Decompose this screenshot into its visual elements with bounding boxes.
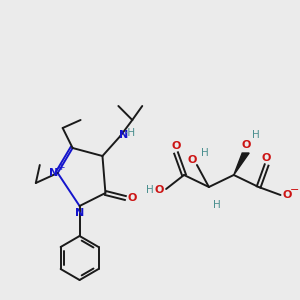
Text: O: O: [283, 190, 292, 200]
Text: H: H: [201, 148, 209, 158]
Text: O: O: [241, 140, 250, 150]
Text: O: O: [128, 193, 137, 203]
Text: O: O: [187, 155, 197, 165]
Text: N: N: [49, 168, 58, 178]
Text: H: H: [146, 185, 154, 195]
Text: O: O: [262, 153, 271, 163]
Text: N: N: [75, 208, 84, 218]
Text: N: N: [119, 130, 128, 140]
Text: −: −: [290, 185, 299, 195]
Text: ·H: ·H: [125, 128, 136, 138]
Text: O: O: [154, 185, 164, 195]
Text: H: H: [213, 200, 221, 210]
Text: O: O: [171, 141, 181, 151]
Text: H: H: [252, 130, 260, 140]
Text: +: +: [57, 163, 64, 172]
Polygon shape: [234, 153, 249, 175]
